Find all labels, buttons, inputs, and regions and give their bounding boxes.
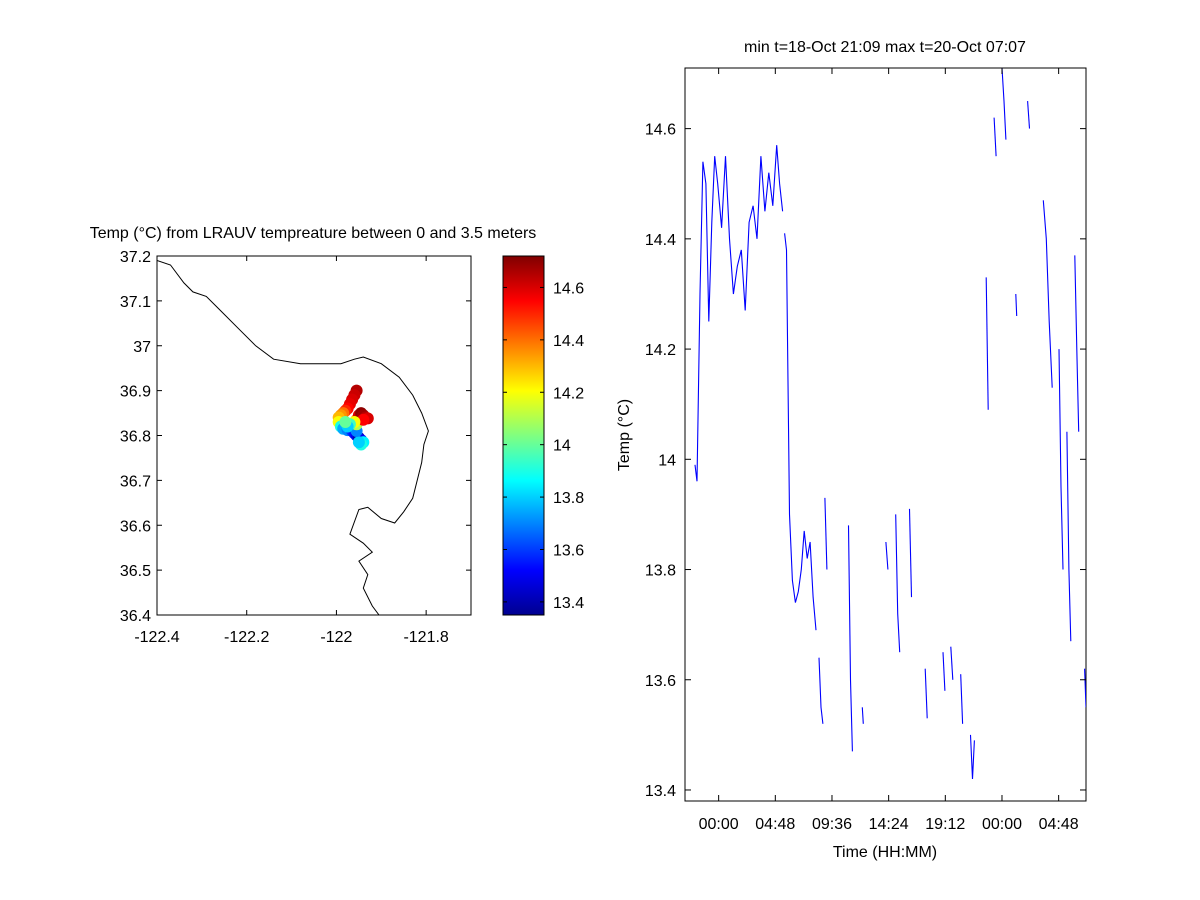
map-x-ticks: -122.4 -122.2 -122 -121.8 xyxy=(134,256,449,646)
colorbar-tick-label: 13.4 xyxy=(553,595,584,612)
series-line xyxy=(1074,255,1080,432)
timeseries-frame xyxy=(684,67,1087,802)
series-line xyxy=(942,652,946,691)
series-line xyxy=(908,508,913,598)
colorbar-tick-label: 14 xyxy=(553,438,571,455)
timeseries-y-tick-label: 14.6 xyxy=(645,122,676,139)
map-frame xyxy=(156,255,472,616)
map-y-tick-label: 36.4 xyxy=(120,608,151,625)
timeseries-x-tick-label: 04:48 xyxy=(755,816,795,833)
timeseries-title: min t=18-Oct 21:09 max t=20-Oct 07:07 xyxy=(744,39,1026,56)
series-line xyxy=(1042,200,1053,388)
colorbar-tick-label: 13.8 xyxy=(553,490,584,507)
timeseries-y-tick-label: 13.8 xyxy=(645,563,676,580)
map-panel: Temp (°C) from LRAUV tempreature between… xyxy=(90,225,537,646)
timeseries-y-tick-label: 14.4 xyxy=(645,232,676,249)
colorbar-tick-label: 14.6 xyxy=(553,280,584,297)
series-line xyxy=(969,734,975,780)
series-line xyxy=(694,145,784,482)
track-point xyxy=(339,416,352,428)
timeseries-y-tick-label: 14 xyxy=(658,452,676,469)
map-y-tick-label: 37 xyxy=(133,339,151,356)
series-line xyxy=(1058,349,1064,570)
timeseries-x-tick-label: 00:00 xyxy=(699,816,739,833)
map-y-tick-label: 36.5 xyxy=(120,563,151,580)
timeseries-y-tick-label: 14.2 xyxy=(645,342,676,359)
map-x-tick-label: -122.2 xyxy=(224,629,269,646)
timeseries-y-tick-label: 13.4 xyxy=(645,783,676,800)
timeseries-y-ticks: 13.4 13.6 13.8 14 14.2 14.4 14.6 xyxy=(645,122,1086,800)
colorbar-tick-label: 14.2 xyxy=(553,385,584,402)
series-line xyxy=(895,514,901,653)
map-y-tick-label: 36.8 xyxy=(120,429,151,446)
map-title: Temp (°C) from LRAUV tempreature between… xyxy=(90,225,537,242)
series-line xyxy=(885,541,889,570)
series-line xyxy=(985,277,989,410)
track-point xyxy=(352,436,365,449)
series-line xyxy=(1001,68,1007,140)
timeseries-x-label: Time (HH:MM) xyxy=(833,844,937,861)
map-y-tick-label: 37.1 xyxy=(120,294,151,311)
colorbar: 13.4 13.6 13.8 14 14.2 14.4 14.6 xyxy=(502,255,584,616)
timeseries-x-tick-label: 14:24 xyxy=(869,816,909,833)
map-x-tick-label: -122 xyxy=(320,629,352,646)
track-points xyxy=(332,384,374,451)
series-line xyxy=(1015,293,1018,317)
timeseries-y-label: Temp (°C) xyxy=(616,399,633,471)
series-line xyxy=(950,646,954,680)
timeseries-x-tick-label: 09:36 xyxy=(812,816,852,833)
series-line xyxy=(993,117,997,157)
colorbar-gradient xyxy=(502,255,545,616)
map-y-ticks: 36.4 36.5 36.6 36.7 36.8 36.9 37 37.1 37.2 xyxy=(120,249,471,625)
timeseries-x-tick-label: 19:12 xyxy=(925,816,965,833)
coastline xyxy=(157,260,429,615)
colorbar-tick-label: 13.6 xyxy=(553,542,584,559)
series-line xyxy=(1027,101,1031,129)
temperature-series xyxy=(694,68,1086,780)
map-y-tick-label: 36.9 xyxy=(120,384,151,401)
timeseries-x-tick-label: 04:48 xyxy=(1039,816,1079,833)
series-line xyxy=(847,525,853,752)
map-y-tick-label: 36.7 xyxy=(120,473,151,490)
series-line xyxy=(861,707,864,724)
timeseries-panel: min t=18-Oct 21:09 max t=20-Oct 07:07 00… xyxy=(616,39,1087,861)
series-line xyxy=(1084,668,1086,708)
map-x-tick-label: -122.4 xyxy=(134,629,179,646)
series-line xyxy=(1066,431,1072,642)
map-x-tick-label: -121.8 xyxy=(403,629,448,646)
colorbar-tick-label: 14.4 xyxy=(553,333,584,350)
timeseries-y-tick-label: 13.6 xyxy=(645,673,676,690)
series-line xyxy=(960,674,964,724)
series-line xyxy=(818,657,824,724)
colorbar-ticks: 13.4 13.6 13.8 14 14.2 14.4 14.6 xyxy=(503,280,584,612)
map-y-tick-label: 36.6 xyxy=(120,518,151,535)
series-line xyxy=(824,497,828,570)
map-y-tick-label: 37.2 xyxy=(120,249,151,266)
timeseries-x-ticks: 00:00 04:48 09:36 14:24 19:12 00:00 04:48 xyxy=(699,68,1079,833)
series-line xyxy=(924,668,928,719)
timeseries-x-tick-label: 00:00 xyxy=(982,816,1022,833)
series-line xyxy=(784,233,817,631)
